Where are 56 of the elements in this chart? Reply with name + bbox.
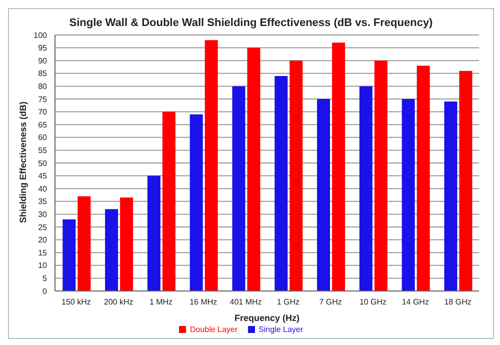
legend-label: Double Layer <box>190 325 238 334</box>
bar <box>332 42 346 291</box>
y-tick-label: 30 <box>38 210 48 220</box>
y-tick-label: 95 <box>38 44 48 53</box>
bar <box>374 60 388 291</box>
x-tick-label: 10 GHz <box>359 298 387 307</box>
bar <box>162 112 176 291</box>
y-tick-label: 100 <box>34 30 48 40</box>
x-axis-title: Frequency (Hz) <box>234 313 300 323</box>
y-tick-label: 5 <box>42 274 48 284</box>
x-tick-label: 1 GHz <box>276 298 300 307</box>
bar <box>444 102 458 291</box>
y-tick-label: 35 <box>38 197 48 206</box>
bar <box>120 198 134 291</box>
y-tick-label: 50 <box>38 158 48 168</box>
bar <box>105 209 118 291</box>
x-tick-label: 14 GHz <box>402 298 429 307</box>
legend-label: Single Layer <box>258 325 304 334</box>
y-tick-label: 40 <box>38 184 48 194</box>
bar <box>359 86 372 291</box>
bar <box>459 70 472 291</box>
bar <box>317 99 330 291</box>
x-tick-label: 1 MHz <box>149 298 173 307</box>
y-tick-label: 90 <box>38 56 48 66</box>
y-tick-label: 55 <box>38 146 48 156</box>
x-tick-label: 16 MHz <box>190 298 218 307</box>
bar <box>274 76 288 291</box>
y-tick-label: 75 <box>38 94 48 104</box>
bar <box>402 99 415 291</box>
y-tick-label: 25 <box>38 222 48 232</box>
bar <box>247 48 260 291</box>
y-tick-label: 80 <box>38 82 48 92</box>
chart-title: Single Wall & Double Wall Shielding Effectiveness (dB vs. Frequency) <box>68 17 434 29</box>
x-tick-label: 7 GHz <box>319 298 342 307</box>
y-tick-label: 60 <box>38 133 48 142</box>
bar <box>62 219 76 291</box>
y-tick-label: 45 <box>38 172 48 181</box>
bar <box>190 114 203 291</box>
y-tick-label: 85 <box>38 69 48 78</box>
bar <box>416 66 430 291</box>
x-tick-label: 401 MHz <box>230 298 262 307</box>
bar <box>290 60 303 291</box>
bar <box>147 176 160 291</box>
x-tick-label: 150 kHz <box>62 298 91 307</box>
y-tick-label: 10 <box>38 261 48 270</box>
bar <box>204 40 218 291</box>
y-tick-label: 20 <box>38 236 48 245</box>
x-tick-label: 200 kHz <box>104 298 134 307</box>
y-axis-title: Shielding Effectiveness (dB) <box>18 101 28 223</box>
y-tick-label: 0 <box>42 286 48 296</box>
y-tick-label: 70 <box>38 108 48 117</box>
bar <box>232 86 246 291</box>
x-tick-label: 18 GHz <box>444 298 472 307</box>
y-tick-label: 15 <box>38 248 48 258</box>
bar <box>78 196 91 291</box>
y-tick-label: 65 <box>38 120 48 130</box>
